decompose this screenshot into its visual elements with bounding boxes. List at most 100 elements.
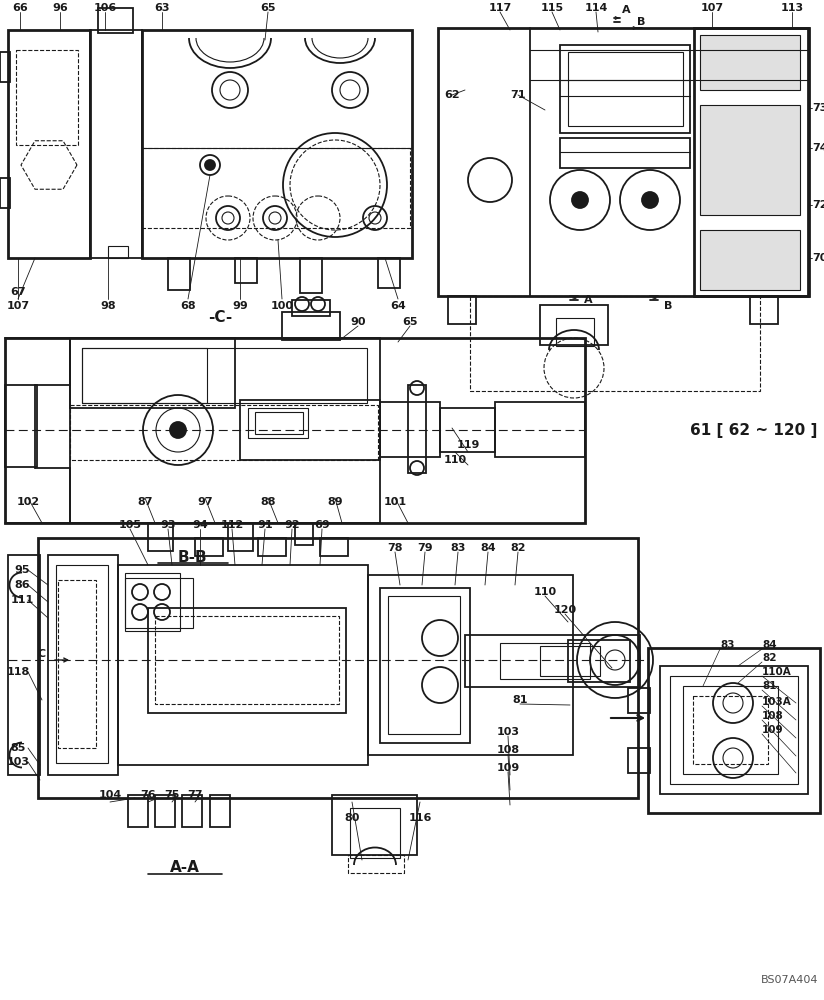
Bar xyxy=(142,148,410,228)
Text: 117: 117 xyxy=(489,3,512,13)
Bar xyxy=(350,808,400,858)
Text: 78: 78 xyxy=(387,543,403,553)
Bar xyxy=(8,30,90,258)
Text: 107: 107 xyxy=(7,301,30,311)
Text: 76: 76 xyxy=(140,790,156,800)
Bar xyxy=(255,412,303,434)
Circle shape xyxy=(642,192,658,208)
Bar xyxy=(108,246,128,258)
Bar xyxy=(628,688,650,713)
Bar xyxy=(448,296,476,324)
Text: 72: 72 xyxy=(812,200,824,210)
Text: 65: 65 xyxy=(260,3,276,13)
Text: 98: 98 xyxy=(101,301,116,311)
Bar xyxy=(300,258,322,293)
Bar xyxy=(292,300,330,316)
Text: 81: 81 xyxy=(762,681,776,691)
Bar xyxy=(670,676,798,784)
Text: B: B xyxy=(637,17,645,27)
Text: 109: 109 xyxy=(496,763,520,773)
Text: 104: 104 xyxy=(98,790,122,800)
Bar xyxy=(16,50,78,145)
Bar xyxy=(82,348,367,403)
Bar xyxy=(155,616,339,704)
Bar xyxy=(628,748,650,773)
Bar xyxy=(128,795,148,827)
Text: 63: 63 xyxy=(154,3,170,13)
Bar xyxy=(48,555,118,775)
Bar xyxy=(700,35,800,90)
Bar xyxy=(380,402,440,457)
Bar xyxy=(0,52,10,82)
Text: 113: 113 xyxy=(780,3,803,13)
Text: 116: 116 xyxy=(409,813,432,823)
Bar xyxy=(408,385,426,473)
Bar xyxy=(155,795,175,827)
Text: 95: 95 xyxy=(14,565,30,575)
Bar xyxy=(295,523,313,545)
Text: 79: 79 xyxy=(417,543,433,553)
Bar xyxy=(694,28,809,296)
Bar xyxy=(540,646,600,676)
Bar xyxy=(125,578,193,628)
Text: 111: 111 xyxy=(11,595,34,605)
Text: 110: 110 xyxy=(443,455,466,465)
Bar xyxy=(70,338,380,523)
Text: A: A xyxy=(583,295,592,305)
Bar xyxy=(258,538,286,556)
Bar xyxy=(568,52,683,126)
Circle shape xyxy=(205,160,215,170)
Bar xyxy=(348,855,404,873)
Text: 110A: 110A xyxy=(762,667,792,677)
Text: 69: 69 xyxy=(314,520,330,530)
Text: 65: 65 xyxy=(402,317,418,327)
Text: 112: 112 xyxy=(220,520,244,530)
Text: 82: 82 xyxy=(762,653,776,663)
Text: 81: 81 xyxy=(513,695,527,705)
Text: 83: 83 xyxy=(450,543,466,553)
Bar xyxy=(142,30,412,258)
Text: C: C xyxy=(38,649,46,659)
Text: 82: 82 xyxy=(510,543,526,553)
Bar xyxy=(440,408,495,452)
Text: 119: 119 xyxy=(456,440,480,450)
Bar xyxy=(556,318,594,346)
Text: 108: 108 xyxy=(496,745,520,755)
Bar xyxy=(332,795,417,855)
Text: 86: 86 xyxy=(14,580,30,590)
Bar xyxy=(118,565,368,765)
Bar xyxy=(240,400,380,460)
Bar xyxy=(750,296,778,324)
Bar xyxy=(282,312,340,340)
Text: 91: 91 xyxy=(257,520,273,530)
Text: 85: 85 xyxy=(11,743,26,753)
Bar xyxy=(56,565,108,763)
Text: 77: 77 xyxy=(187,790,203,800)
Bar xyxy=(320,538,348,556)
Text: 97: 97 xyxy=(197,497,213,507)
Bar xyxy=(82,348,207,403)
Text: A: A xyxy=(621,5,630,15)
Text: 110: 110 xyxy=(533,587,556,597)
Bar xyxy=(495,402,585,457)
Bar xyxy=(568,640,630,682)
Text: 88: 88 xyxy=(260,497,276,507)
Text: 103: 103 xyxy=(7,757,30,767)
Bar xyxy=(438,28,808,296)
Text: 83: 83 xyxy=(720,640,734,650)
Text: 66: 66 xyxy=(12,3,28,13)
Bar xyxy=(195,538,223,556)
Bar xyxy=(168,258,190,290)
Text: 80: 80 xyxy=(344,813,360,823)
Bar xyxy=(500,643,590,679)
Text: 92: 92 xyxy=(284,520,300,530)
Text: 90: 90 xyxy=(350,317,366,327)
Text: 108: 108 xyxy=(762,711,784,721)
Text: 75: 75 xyxy=(164,790,180,800)
Bar xyxy=(465,635,640,687)
Text: 102: 102 xyxy=(16,497,40,507)
Text: 84: 84 xyxy=(762,640,777,650)
Bar xyxy=(182,795,202,827)
Bar xyxy=(98,8,133,33)
Text: BS07A404: BS07A404 xyxy=(761,975,819,985)
